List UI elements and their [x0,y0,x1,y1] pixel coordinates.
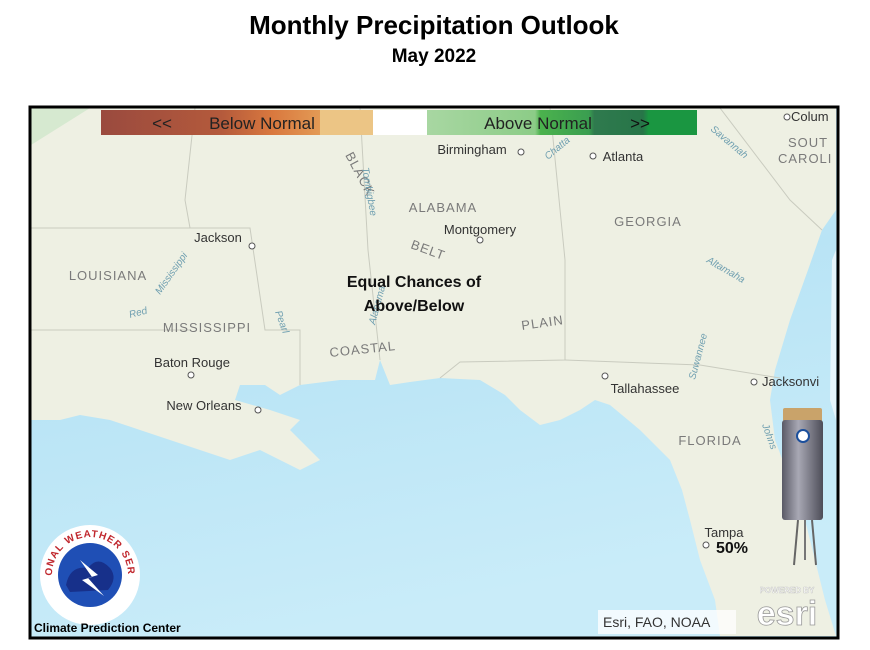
place-label: Jackson [194,230,242,245]
region-label: CAROLI [778,151,832,166]
esri-name: esri [757,595,818,633]
atlantic [830,250,836,420]
land-shade [31,108,90,145]
map-frame [28,105,840,640]
place-label: New Orleans [166,398,242,413]
place-label: Atlanta [603,149,644,164]
land [31,108,836,636]
region-label: MISSISSIPPI [163,320,251,335]
region-label: PLAIN [520,312,564,333]
place-label: Tampa [704,525,744,540]
map [29,106,839,639]
title: Monthly Precipitation Outlook [249,10,619,40]
below-swatch [101,110,320,135]
attribution: Esri, FAO, NOAA [603,614,711,630]
above-label: Above Normal [484,114,592,133]
place-label: Tallahassee [611,381,680,396]
esri-powered: POWERED BY [760,586,815,595]
rain-gauge [782,408,823,566]
place-label: Baton Rouge [154,355,230,370]
above-arrow: >> [630,114,650,133]
legend-bar: << Below Normal Above Normal >> [101,110,697,135]
attribution-box [598,610,736,634]
annotation-line: Above/Below [364,298,465,315]
river-label: Red [128,305,149,320]
below-light-swatch [320,110,373,135]
place-label: Colum [791,109,829,124]
place-label: Birmingham [437,142,506,157]
state-borders [31,107,823,385]
annotation-line: Equal Chances of [347,274,482,291]
region-labels: ALABAMA GEORGIA LOUISIANA MISSISSIPPI FL… [69,135,832,448]
city-dots [187,113,791,549]
logo-caption: Climate Prediction Center [34,621,181,635]
place-labels: Birmingham Atlanta Montgomery Jackson Ba… [154,109,829,540]
above-swatch [427,110,697,135]
place-label: Montgomery [444,222,517,237]
region-label: LOUISIANA [69,268,147,283]
subtitle: May 2022 [392,46,477,67]
normal-swatch [373,110,427,135]
region-label: ALABAMA [409,200,477,215]
region-label: SOUT [788,135,828,150]
place-label: Jacksonvi [762,374,819,389]
below-label: Below Normal [209,114,315,133]
probability-label: 50% [716,540,748,557]
below-arrow: << [152,114,172,133]
region-label: FLORIDA [678,433,741,448]
region-label: COASTAL [329,338,397,360]
region-label: GEORGIA [614,214,682,229]
